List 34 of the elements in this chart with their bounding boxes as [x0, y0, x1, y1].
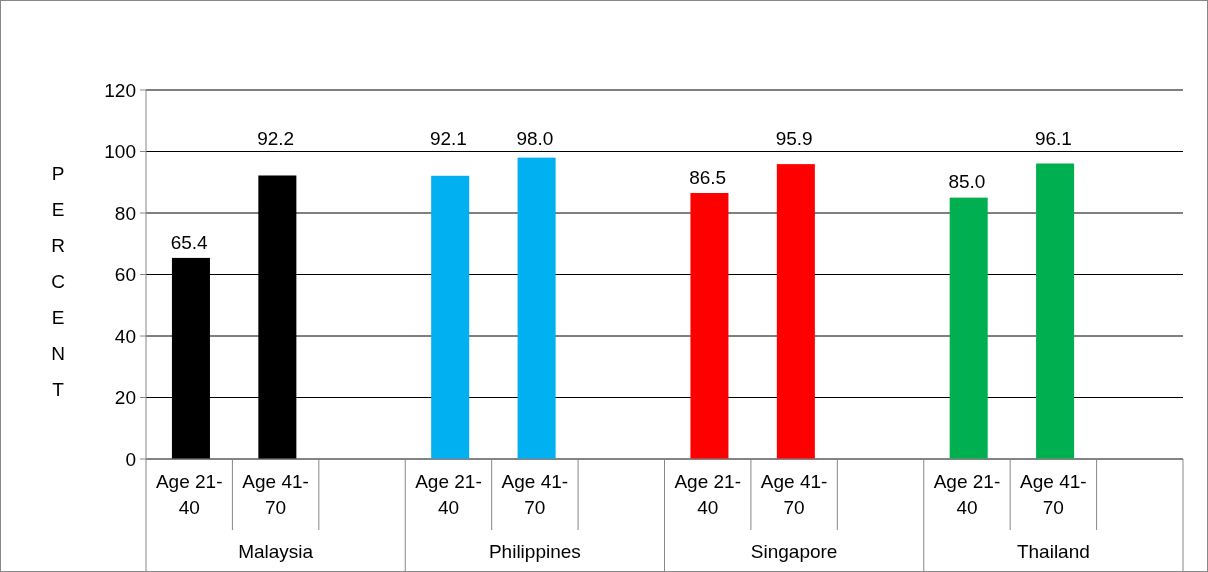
x-tick-label: Age 41-70: [760, 471, 828, 518]
y-tick-label: 80: [114, 202, 136, 224]
text: Philippines: [488, 541, 581, 562]
y-tick-label: 40: [114, 325, 136, 347]
data-label: 92.2: [257, 128, 295, 150]
x-tick-label: Age 21-40: [155, 471, 223, 518]
bar: [690, 193, 729, 459]
bar: [431, 175, 470, 459]
text: Singapore: [750, 541, 838, 562]
bar: [517, 157, 556, 459]
data-label: 85.0: [948, 171, 986, 193]
x-tick-label: Age 41-70: [501, 471, 569, 518]
x-tick-label: Age 21-40: [933, 471, 1001, 518]
bar: [949, 197, 988, 459]
data-label: 86.5: [689, 166, 727, 188]
bar: [776, 164, 815, 459]
y-tick-label: 100: [104, 141, 136, 163]
text: Malaysia: [238, 541, 314, 562]
y-tick-label: 0: [125, 448, 136, 470]
data-label: 96.1: [1034, 128, 1072, 150]
text: Thailand: [1016, 541, 1090, 562]
x-tick-label: Age 41-70: [1020, 471, 1087, 518]
y-tick-label: 120: [104, 79, 136, 101]
data-label: 95.9: [775, 128, 813, 150]
x-tick-label: Age 21-40: [674, 471, 741, 518]
data-label: 92.1: [429, 128, 467, 150]
bar: [1036, 163, 1075, 459]
x-tick-label: Age 41-70: [242, 471, 309, 518]
y-axis-title: PERCENT: [51, 163, 65, 400]
y-tick-label: 60: [114, 264, 136, 286]
data-label: 98.0: [516, 128, 554, 150]
data-label: 65.4: [170, 231, 209, 253]
y-tick-label: 20: [114, 387, 136, 409]
x-tick-label: Age 21-40: [415, 471, 482, 518]
